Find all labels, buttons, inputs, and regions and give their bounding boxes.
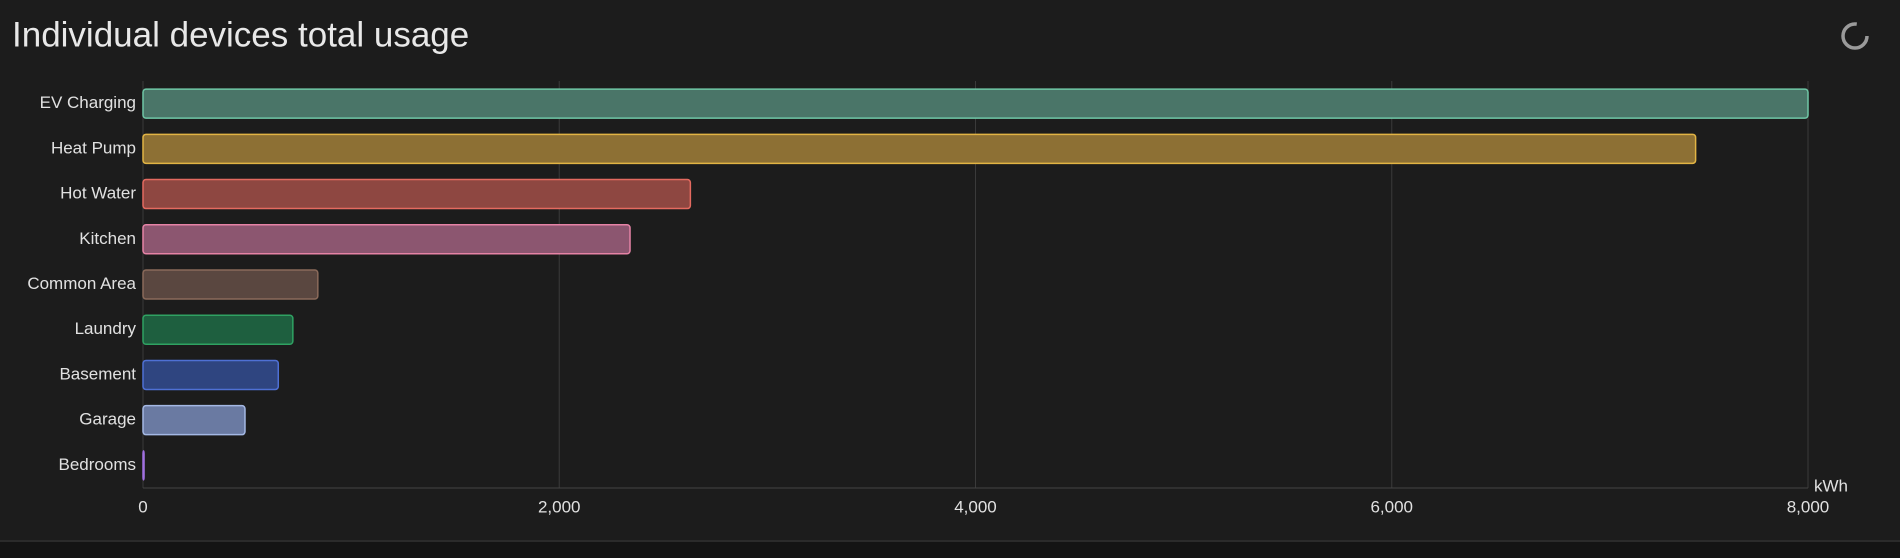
- y-tick-label: Bedrooms: [59, 455, 136, 474]
- y-tick-label: EV Charging: [40, 93, 136, 112]
- bar: [142, 178, 692, 210]
- bar: [142, 269, 319, 300]
- y-tick-label: Heat Pump: [51, 138, 136, 157]
- x-unit-label: kWh: [1814, 476, 1848, 495]
- x-tick-label: 0: [138, 497, 147, 516]
- refresh-icon[interactable]: [1841, 22, 1869, 50]
- x-tick-label: 8,000: [1787, 497, 1830, 516]
- bar: [142, 88, 1809, 119]
- y-tick-label: Hot Water: [60, 184, 136, 203]
- bar: [142, 314, 294, 345]
- x-tick-label: 6,000: [1370, 497, 1413, 516]
- footer: [0, 542, 1900, 558]
- bar: [142, 359, 280, 391]
- x-tick-label: 4,000: [954, 497, 997, 516]
- bar: [142, 404, 246, 436]
- y-tick-label: Garage: [79, 410, 136, 429]
- spinner[interactable]: [1841, 22, 1869, 50]
- y-tick-label: Laundry: [75, 319, 137, 338]
- bar: [142, 133, 1697, 165]
- y-tick-label: Basement: [59, 364, 136, 383]
- bar: [142, 450, 145, 481]
- bar: [142, 224, 631, 255]
- chart-title: Individual devices total usage: [12, 15, 469, 54]
- y-tick-label: Common Area: [27, 274, 136, 293]
- x-tick-label: 2,000: [538, 497, 581, 516]
- y-tick-label: Kitchen: [79, 229, 136, 248]
